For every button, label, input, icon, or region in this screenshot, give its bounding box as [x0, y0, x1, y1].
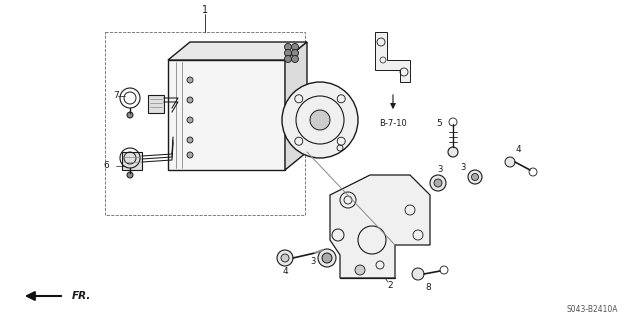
Circle shape — [187, 77, 193, 83]
Circle shape — [277, 250, 293, 266]
Text: 6: 6 — [103, 161, 109, 170]
Circle shape — [310, 110, 330, 130]
Bar — [105, 32, 305, 215]
Circle shape — [318, 249, 336, 267]
Circle shape — [285, 43, 291, 50]
Text: 2: 2 — [387, 280, 393, 290]
Text: 5: 5 — [436, 120, 442, 129]
Text: 4: 4 — [515, 145, 521, 154]
Circle shape — [412, 268, 424, 280]
Circle shape — [448, 147, 458, 157]
Polygon shape — [148, 95, 164, 113]
Circle shape — [187, 117, 193, 123]
Circle shape — [187, 152, 193, 158]
Circle shape — [187, 97, 193, 103]
Polygon shape — [122, 152, 142, 170]
Circle shape — [127, 172, 133, 178]
Text: B-7-10: B-7-10 — [379, 120, 407, 129]
Circle shape — [187, 137, 193, 143]
Circle shape — [291, 56, 298, 63]
Text: 7: 7 — [113, 92, 119, 100]
Polygon shape — [285, 42, 307, 170]
Circle shape — [430, 175, 446, 191]
Circle shape — [355, 265, 365, 275]
Circle shape — [127, 112, 133, 118]
Circle shape — [434, 179, 442, 187]
Circle shape — [291, 49, 298, 56]
Circle shape — [285, 49, 291, 56]
Circle shape — [472, 174, 479, 181]
Polygon shape — [375, 32, 410, 82]
Text: FR.: FR. — [72, 291, 92, 301]
Circle shape — [505, 157, 515, 167]
Text: 1: 1 — [202, 5, 208, 15]
Polygon shape — [330, 175, 430, 278]
Text: 4: 4 — [282, 268, 288, 277]
Text: 3: 3 — [310, 257, 316, 266]
Circle shape — [285, 56, 291, 63]
Text: 3: 3 — [437, 165, 443, 174]
Polygon shape — [168, 42, 307, 60]
Circle shape — [281, 254, 289, 262]
Text: S043-B2410A: S043-B2410A — [566, 306, 618, 315]
Circle shape — [468, 170, 482, 184]
Circle shape — [322, 253, 332, 263]
Circle shape — [291, 43, 298, 50]
Text: 8: 8 — [425, 284, 431, 293]
Polygon shape — [168, 60, 285, 170]
Circle shape — [282, 82, 358, 158]
Text: 3: 3 — [460, 162, 466, 172]
